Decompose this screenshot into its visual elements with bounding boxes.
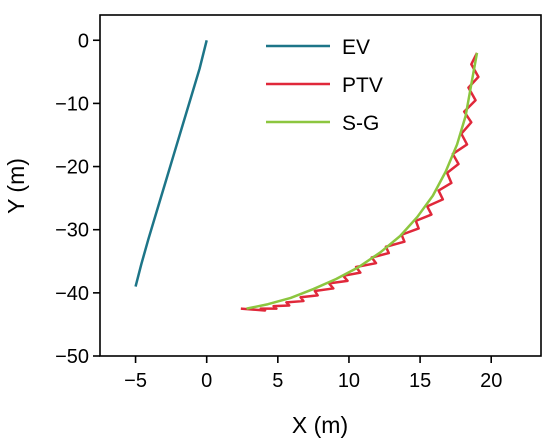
y-tick-label: −20 <box>55 157 89 179</box>
y-tick-label: −30 <box>55 220 89 242</box>
y-axis-label: Y (m) <box>3 158 29 214</box>
x-tick-label: 0 <box>201 370 212 392</box>
x-tick-label: 15 <box>409 370 431 392</box>
plot-frame <box>99 14 542 357</box>
y-tick-label: −40 <box>55 283 89 305</box>
tick-labels: −5 0 5 10 15 200−10−20−30−40−50 <box>55 30 502 392</box>
plot-area <box>134 39 480 312</box>
y-tick-label: 0 <box>78 30 89 52</box>
series-line-ev <box>134 39 208 287</box>
series-line-ptv <box>240 52 480 312</box>
legend-label-ev: EV <box>342 36 370 59</box>
ticks-layer <box>93 39 493 363</box>
x-tick-label: −5 <box>124 370 147 392</box>
x-tick-label: 10 <box>338 370 360 392</box>
legend-label-sg: S-G <box>342 112 379 135</box>
x-axis-label: X (m) <box>292 412 348 438</box>
series-layer <box>134 39 480 312</box>
series-line-s-g <box>246 52 479 310</box>
legend-label-ptv: PTV <box>342 74 383 97</box>
x-tick-label: 5 <box>272 370 283 392</box>
x-tick-label: 20 <box>480 370 502 392</box>
y-tick-label: −10 <box>55 93 89 115</box>
legend: EV PTV S-G <box>266 36 383 135</box>
y-tick-label: −50 <box>55 346 89 368</box>
